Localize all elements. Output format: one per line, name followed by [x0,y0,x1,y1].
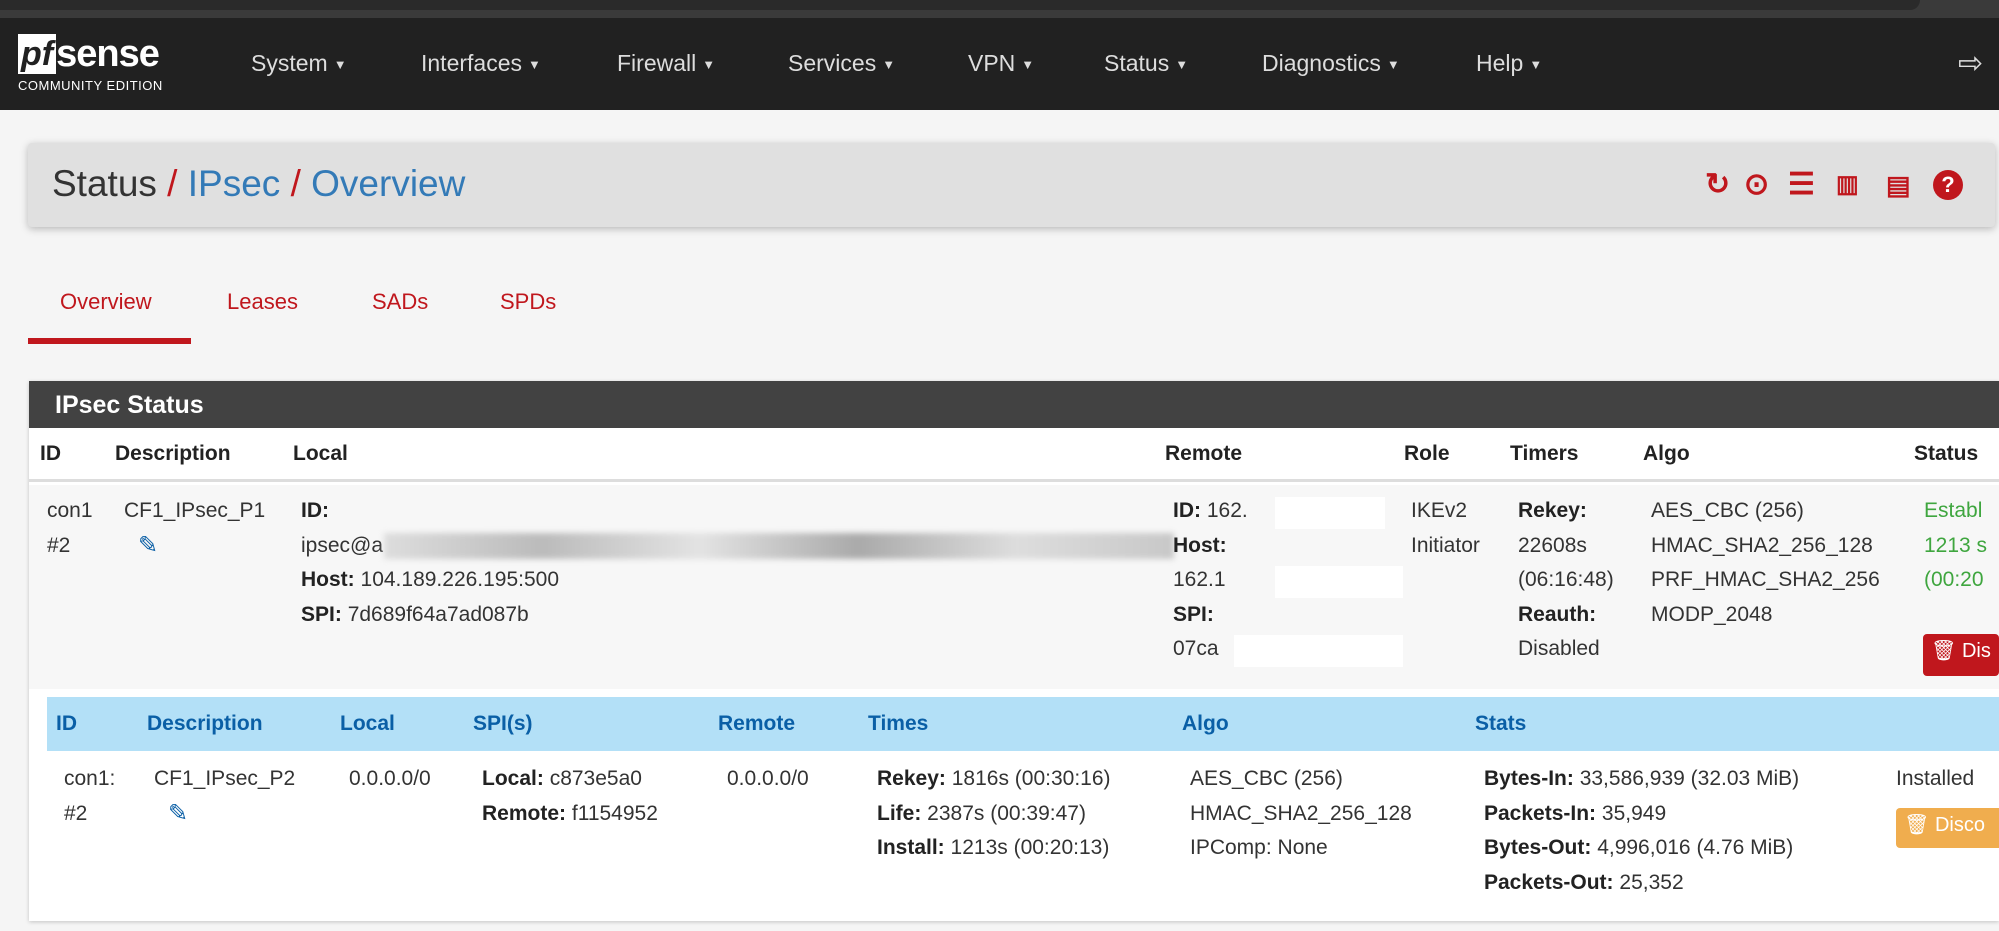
p2-col-id: ID [56,712,77,735]
nav-system[interactable]: System ▼ [251,50,347,76]
pfsense-logo[interactable]: pfsense COMMUNITY EDITION [18,33,163,93]
nav-services[interactable]: Services ▼ [788,50,896,76]
breadcrumb-ipsec[interactable]: IPsec [187,163,281,204]
p1-algo: AES_CBC (256) HMAC_SHA2_256_128 PRF_HMAC_S… [1651,499,1880,626]
p1-remote: ID: 162. Host: 162.1 SPI: 07ca [1173,499,1248,660]
p2-col-algo: Algo [1182,712,1229,735]
col-role: Role [1404,442,1450,465]
p2-id: con1: #2 [64,767,116,825]
nav-status[interactable]: Status ▼ [1104,50,1189,76]
p2-disconnect-button[interactable]: 🗑 Disco [1896,808,1999,848]
breadcrumb-status[interactable]: Status [52,163,157,204]
p2-times: Rekey: 1816s (00:30:16) Life: 2387s (00:… [877,767,1111,859]
p1-timers: Rekey: 22608s (06:16:48) Reauth: Disable… [1518,499,1614,660]
restart-service-icon[interactable]: ↻ [1705,168,1731,201]
settings-sliders-icon[interactable]: ☰ [1788,168,1815,201]
nav-diagnostics[interactable]: Diagnostics ▼ [1262,50,1400,76]
col-local: Local [293,442,348,465]
p2-header-row: ID Description Local SPI(s) Remote Times… [47,697,1999,751]
breadcrumb-overview[interactable]: Overview [311,163,466,204]
p2-spis: Local: c873e5a0 Remote: f1154952 [482,767,658,825]
p2-table-row: con1: #2 CF1_IPsec_P2 ✎ 0.0.0.0/0 Local: c… [47,754,1999,914]
p1-status: Establ 1213 s (00:20 [1924,499,1988,591]
tab-overview[interactable]: Overview [60,289,152,314]
edit-pencil-icon[interactable]: ✎ [138,531,159,559]
p2-stats: Bytes-In: 33,586,939 (32.03 MiB) Packets… [1484,767,1800,894]
stop-service-icon[interactable]: ⊙ [1744,168,1770,201]
redacted-remote-spi [1234,635,1403,667]
p1-role: IKEv2 Initiator [1411,499,1480,557]
p1-id: con1 #2 [47,499,93,557]
p2-col-times: Times [868,712,929,735]
p2-col-description: Description [147,712,263,735]
p2-remote: 0.0.0.0/0 [727,767,809,790]
p2-col-local: Local [340,712,395,735]
redacted-remote-host [1275,566,1403,598]
p2-description: CF1_IPsec_P2 ✎ [154,762,295,831]
p1-header-row: ID Description Local Remote Role Timers … [29,428,1999,482]
browser-top-strip [0,0,1999,18]
redacted-remote-id [1275,497,1385,529]
col-algo: Algo [1643,442,1690,465]
tab-sads[interactable]: SADs [372,289,429,314]
col-description: Description [115,442,231,465]
p2-status: Installed [1896,767,1975,790]
trash-icon: 🗑 [1931,640,1957,662]
p1-disconnect-button[interactable]: 🗑 Dis [1923,634,1999,676]
p1-table-row: con1 #2 CF1_IPsec_P1 ✎ ID: ipsec@a Host: 1… [29,485,1999,689]
graph-icon[interactable]: ▥ [1836,171,1859,198]
log-list-icon[interactable]: ▤ [1886,170,1911,200]
nav-help[interactable]: Help ▼ [1476,50,1543,76]
col-timers: Timers [1510,442,1579,465]
logout-icon[interactable]: ⇨ [1958,47,1984,80]
edit-pencil-icon[interactable]: ✎ [168,799,189,827]
redacted-local-id [384,533,1174,559]
col-status: Status [1914,442,1979,465]
p2-col-remote: Remote [718,712,796,735]
p1-local: ID: ipsec@a Host: 104.189.226.195:500 SP… [301,499,560,626]
tab-leases[interactable]: Leases [227,289,298,314]
col-id: ID [40,442,61,465]
tab-spds[interactable]: SPDs [500,289,557,314]
p1-description: CF1_IPsec_P1 ✎ [124,494,265,563]
nav-firewall[interactable]: Firewall ▼ [617,50,716,76]
breadcrumb: Status / IPsec / Overview [52,163,466,204]
p2-col-spis: SPI(s) [473,712,533,735]
col-remote: Remote [1165,442,1243,465]
breadcrumb-panel: Status / IPsec / Overview ↻ ⊙ ☰ ▥ ▤ ? [28,143,1995,227]
nav-interfaces[interactable]: Interfaces ▼ [421,50,541,76]
p2-algo: AES_CBC (256) HMAC_SHA2_256_128 IPComp: No… [1190,767,1412,859]
ipsec-status-panel: IPsec Status ID Description Local Remote… [29,381,1999,921]
nav-vpn[interactable]: VPN ▼ [968,50,1035,76]
help-icon[interactable]: ? [1933,170,1963,200]
p2-col-stats: Stats [1475,712,1527,735]
active-tab-indicator [28,338,191,344]
panel-title: IPsec Status [29,381,1999,428]
top-navbar: pfsense COMMUNITY EDITION System ▼ Interfa… [0,18,1999,110]
p2-local: 0.0.0.0/0 [349,767,431,790]
trash-icon: 🗑 [1904,814,1930,836]
